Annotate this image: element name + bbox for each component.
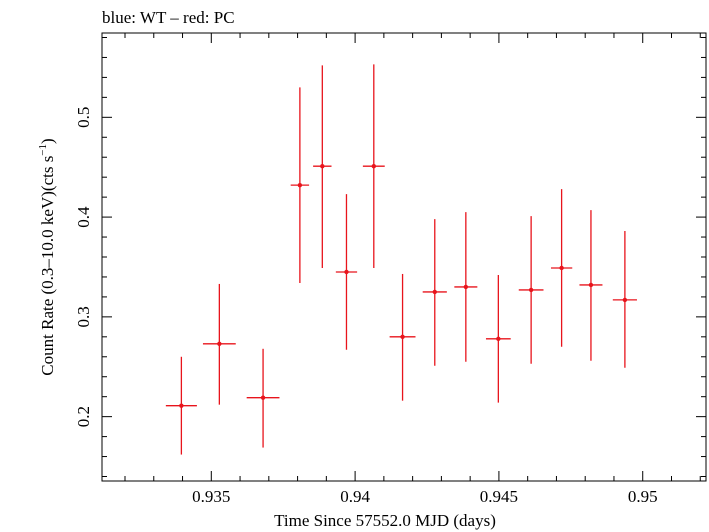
point-marker (463, 284, 469, 290)
y-axis-label-close: ) (38, 138, 57, 144)
data-point (518, 216, 544, 364)
point-marker (559, 265, 564, 271)
data-point (335, 194, 358, 350)
x-tick-label: 0.95 (628, 487, 658, 506)
data-point (454, 212, 478, 362)
data-point (202, 283, 236, 405)
y-tick-label: 0.4 (74, 206, 93, 228)
x-tick-label: 0.94 (340, 487, 370, 506)
y-tick-label: 0.3 (74, 306, 93, 327)
point-marker (528, 287, 534, 293)
y-axis-label: Count Rate (0.3–10.0 keV)(cts s−1) (37, 138, 57, 375)
data-point (485, 274, 511, 403)
x-tick-label: 0.945 (480, 487, 518, 506)
point-marker (588, 282, 594, 288)
chart-title: blue: WT – red: PC (102, 8, 235, 27)
point-marker (344, 269, 349, 275)
data-point (290, 87, 310, 283)
plot-frame (101, 32, 707, 482)
x-tick-labels: 0.935 0.94 0.945 0.95 (192, 487, 657, 506)
y-tick-label: 0.5 (74, 107, 93, 128)
point-marker (400, 334, 405, 340)
y-tick-label: 0.2 (74, 406, 93, 427)
point-marker (179, 403, 184, 408)
point-marker (371, 164, 376, 169)
axis-ticks (102, 33, 706, 481)
y-tick-labels: 0.2 0.3 0.4 0.5 (74, 107, 93, 428)
point-marker (496, 336, 501, 342)
data-point (612, 231, 637, 368)
point-marker (432, 289, 437, 295)
x-axis-label: Time Since 57552.0 MJD (days) (274, 511, 496, 530)
data-point (246, 348, 280, 448)
y-axis-label-exponent: −1 (37, 144, 49, 156)
data-point (550, 189, 573, 347)
point-marker (260, 395, 266, 400)
point-marker (297, 182, 303, 188)
data-point (362, 64, 385, 268)
point-marker (622, 297, 628, 303)
data-point (165, 356, 197, 455)
x-tick-label: 0.935 (192, 487, 230, 506)
data-point (313, 65, 332, 268)
data-point (389, 273, 416, 401)
data-point (579, 210, 603, 361)
point-marker (217, 341, 222, 347)
y-axis-label-main: Count Rate (0.3–10.0 keV)(cts s (38, 156, 57, 376)
pc-series (165, 64, 637, 455)
point-marker (320, 164, 325, 169)
data-point (422, 219, 447, 366)
